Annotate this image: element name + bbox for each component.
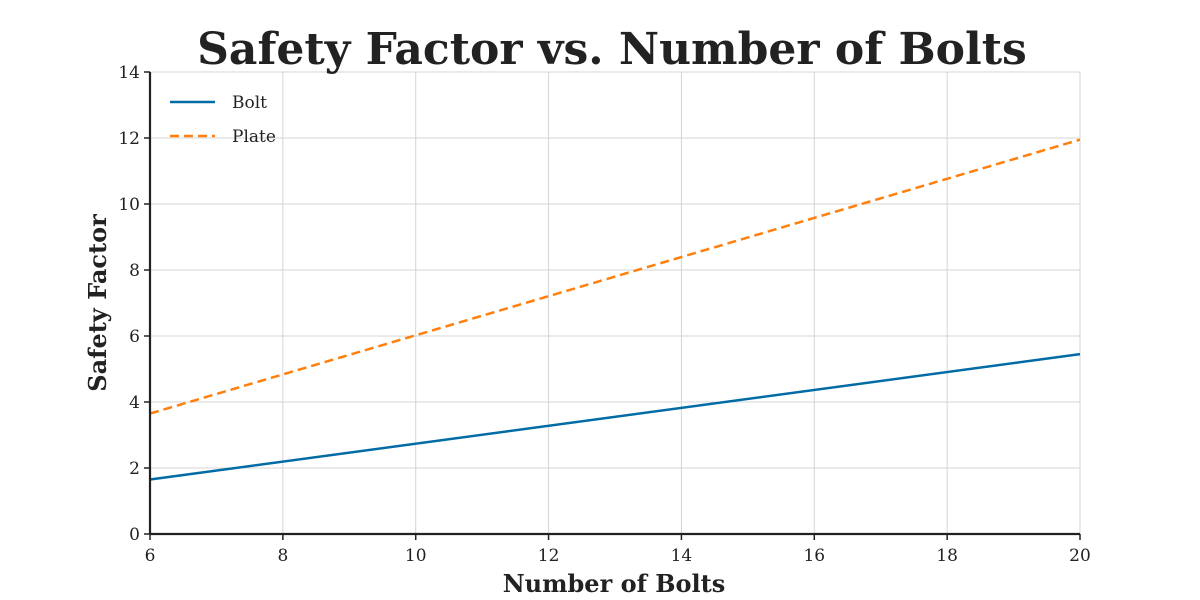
x-axis-label: Number of Bolts — [503, 569, 726, 598]
x-tick-label: 12 — [538, 546, 560, 566]
x-tick-label: 6 — [145, 546, 156, 566]
y-tick-label: 0 — [129, 525, 140, 545]
chart-title: Safety Factor vs. Number of Bolts — [197, 24, 1027, 75]
series-lines — [149, 138, 1081, 481]
legend-label-plate: Plate — [232, 127, 276, 147]
x-tick-label: 10 — [405, 546, 427, 566]
legend: Bolt Plate — [170, 93, 276, 147]
x-ticks: 6 8 10 12 14 16 18 20 — [145, 534, 1091, 566]
legend-label-bolt: Bolt — [232, 93, 267, 113]
x-tick-label: 8 — [277, 546, 288, 566]
x-tick-label: 20 — [1069, 546, 1091, 566]
y-ticks: 0 2 4 6 8 10 12 14 — [118, 63, 150, 545]
x-tick-label: 16 — [803, 546, 825, 566]
axes — [148, 72, 1080, 536]
y-tick-label: 14 — [118, 63, 140, 83]
y-tick-label: 6 — [129, 327, 140, 347]
grid-lines — [149, 71, 1081, 535]
x-tick-label: 18 — [936, 546, 958, 566]
y-tick-label: 12 — [118, 129, 140, 149]
y-tick-label: 4 — [129, 393, 140, 413]
y-axis-label: Safety Factor — [83, 214, 112, 392]
series-line-bolt — [149, 352, 1081, 481]
y-tick-label: 2 — [129, 459, 140, 479]
y-tick-label: 8 — [129, 261, 140, 281]
x-tick-label: 14 — [671, 546, 693, 566]
series-line-plate — [149, 138, 1081, 415]
y-tick-label: 10 — [118, 195, 140, 215]
